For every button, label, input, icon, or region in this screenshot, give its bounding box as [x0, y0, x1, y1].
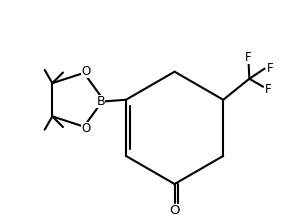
- Text: O: O: [82, 65, 91, 78]
- Text: F: F: [265, 83, 272, 96]
- Text: F: F: [245, 51, 252, 64]
- Text: O: O: [82, 122, 91, 135]
- Text: F: F: [267, 62, 273, 75]
- Text: O: O: [169, 204, 180, 217]
- Text: B: B: [96, 95, 105, 108]
